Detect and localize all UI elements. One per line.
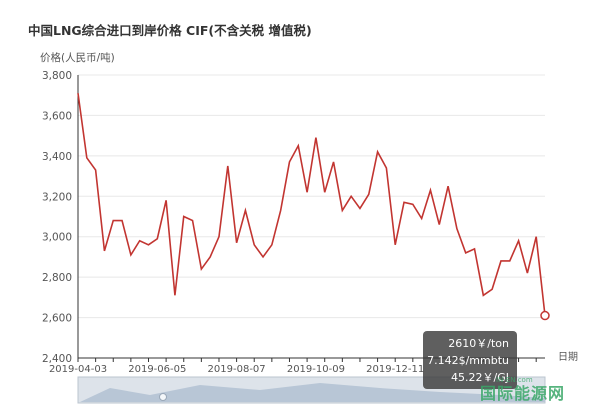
y-tick-label: 3,000: [42, 232, 72, 244]
highlighted-point[interactable]: [540, 310, 550, 321]
zoom-slider-preview: [80, 383, 545, 402]
x-tick-label: 2019-10-09: [287, 364, 345, 375]
x-tick-label: 2019-08-07: [208, 364, 266, 375]
x-tick-label: 2019-12-11: [366, 364, 424, 375]
x-tick-label: 2019-04-03: [49, 364, 107, 375]
tooltip-price-gj: 45.22￥/GJ: [451, 371, 509, 384]
zoom-handle-left[interactable]: [159, 393, 167, 401]
tooltip-price-ton: 2610￥/ton: [448, 337, 509, 350]
y-tick-label: 3,600: [42, 110, 72, 122]
price-series-line: [77, 93, 546, 316]
y-axis-label: 价格(人民币/吨): [40, 52, 115, 64]
watermark-logo: 国际能源网: [480, 384, 566, 403]
x-axis-label: 日期: [558, 351, 578, 363]
tooltip: 2610￥/ton 7.142$/mmbtu 45.22￥/GJ: [423, 331, 517, 389]
tooltip-price-mmbtu: 7.142$/mmbtu: [427, 354, 509, 367]
y-tick-label: 2,600: [42, 313, 72, 325]
y-tick-label: 2,400: [42, 353, 72, 365]
x-tick-label: 2019-06-05: [128, 364, 186, 375]
y-tick-label: 3,200: [42, 191, 72, 203]
y-tick-label: 3,400: [42, 151, 72, 163]
y-tick-label: 2,800: [42, 272, 72, 284]
y-tick-label: 3,800: [42, 70, 72, 82]
chart-title: 中国LNG综合进口到岸价格 CIF(不含关税 增值税): [28, 23, 312, 38]
watermark-url: IN-EN.com: [496, 376, 533, 384]
